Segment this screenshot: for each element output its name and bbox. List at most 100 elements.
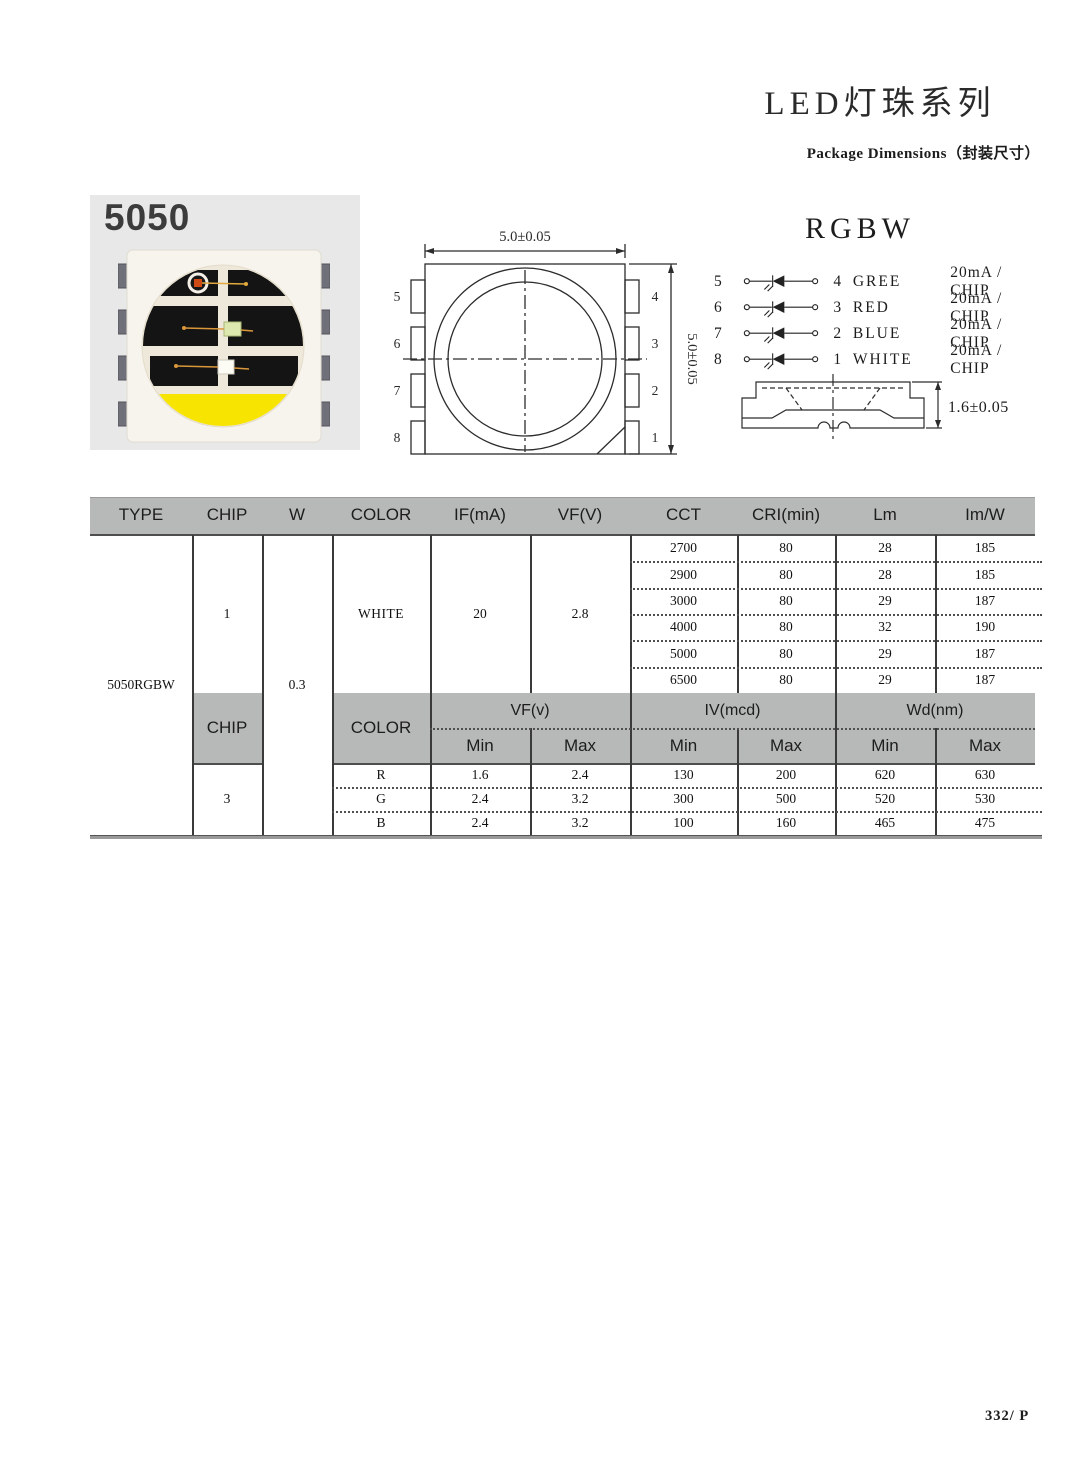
pinout-row: 6 3 RED 20mA / CHIP: [714, 290, 1044, 325]
led-photo: [118, 249, 330, 443]
pin-number: 8: [394, 430, 401, 445]
grid-line: [332, 535, 334, 835]
dim-width-label: 5.0±0.05: [499, 229, 550, 245]
lm-value: 29: [878, 593, 892, 608]
lmw-value: 187: [974, 646, 996, 661]
header-lm: Lm: [873, 505, 897, 524]
page-number: 332/ P: [985, 1408, 1030, 1424]
header-color: COLOR: [350, 505, 412, 524]
pin-number: 1: [652, 430, 659, 445]
page-subtitle: Package Dimensions（封装尺寸）: [806, 146, 1040, 162]
header-if: IF(mA): [454, 505, 506, 524]
white-color-value: WHITE: [358, 606, 404, 621]
lmw-value: 185: [974, 567, 996, 582]
grid-line: [430, 535, 432, 835]
grid-line: [192, 535, 194, 835]
pin-current-label: 20mA / CHIP: [950, 264, 1003, 299]
spec-table: TYPE CHIP W COLOR IF(mA) VF(V) CCT CRI(m…: [90, 497, 1042, 839]
subheader-chip: CHIP: [206, 718, 248, 737]
page-title: LED灯珠系列: [764, 86, 996, 122]
vf-min: 1.6: [471, 767, 489, 782]
cri-value: 80: [779, 567, 793, 582]
cct-value: 2700: [670, 540, 697, 555]
pin-color-label: BLUE: [852, 325, 902, 342]
pin-color-label: WHITE: [852, 351, 913, 368]
lm-value: 29: [878, 672, 892, 687]
grid-line: [835, 535, 837, 835]
header-type: TYPE: [118, 505, 164, 524]
lm-value: 28: [878, 567, 892, 582]
lm-value: 32: [878, 619, 892, 634]
header-cri: CRI(min): [752, 505, 820, 524]
pin-number: 5: [394, 289, 401, 304]
rgb-color: R: [376, 767, 386, 782]
group-vf: VF(v): [510, 702, 550, 719]
lmw-value: 187: [974, 672, 996, 687]
pin-number: 6: [394, 336, 401, 351]
max-label: Max: [563, 736, 597, 755]
dotted-separator: [430, 728, 1035, 730]
wd-min: 520: [874, 791, 896, 806]
cct-value: 3000: [670, 593, 697, 608]
wd-min: 620: [874, 767, 896, 782]
pin-number: 3: [652, 336, 659, 351]
wd-max: 530: [974, 791, 996, 806]
vf-max: 3.2: [571, 815, 589, 830]
header-vf: VF(V): [557, 505, 603, 524]
series-title: RGBW: [805, 212, 915, 245]
white-vf-value: 2.8: [571, 606, 589, 621]
header-chip: CHIP: [206, 505, 248, 524]
pin-current-label: 20mA / CHIP: [950, 316, 1003, 351]
pin-current-label: 20mA / CHIP: [950, 290, 1003, 325]
pin-left: 6: [714, 299, 722, 316]
grid-line: [935, 728, 937, 835]
top-view-drawing: 5.0±0.05 5.0±0.05 5 6 7 8 4 3 2 1: [394, 229, 697, 455]
iv-max: 200: [775, 767, 797, 782]
white-if-value: 20: [473, 606, 487, 621]
wd-max: 475: [974, 815, 996, 830]
led-photo-card: 5050: [90, 195, 360, 450]
iv-min: 130: [673, 767, 694, 782]
dotted-separator: [630, 640, 1042, 642]
table-header-band: [90, 497, 1035, 536]
led-symbol-icon: [744, 301, 819, 318]
min-label: Min: [871, 736, 899, 755]
wd-max: 630: [974, 767, 996, 782]
pinout-row: 5 4 GREE 20mA / CHIP: [714, 264, 1044, 299]
rgb-chip-count: 3: [223, 791, 231, 806]
vf-min: 2.4: [471, 791, 489, 806]
pin-right: 2: [833, 325, 842, 342]
grid-line: [530, 535, 532, 693]
dim-side-label: 5.0±0.05: [684, 333, 697, 384]
pinout-row: 7 2 BLUE 20mA / CHIP: [714, 316, 1044, 351]
white-chip-count: 1: [223, 606, 231, 621]
cri-value: 80: [779, 672, 793, 687]
pin-number: 4: [652, 289, 659, 304]
group-iv: IV(mcd): [704, 702, 761, 719]
led-symbol-icon: [744, 327, 819, 344]
cct-value: 6500: [670, 672, 697, 687]
led-symbol-icon: [744, 353, 819, 370]
led-symbol-icon: [744, 275, 819, 292]
grid-line: [530, 728, 532, 835]
pin-number: 2: [652, 383, 659, 398]
header-w: W: [288, 505, 306, 524]
pin-color-label: RED: [852, 299, 890, 316]
vf-max: 3.2: [571, 791, 589, 806]
min-label: Min: [669, 736, 698, 755]
dotted-separator: [332, 811, 1042, 813]
subheader-color: COLOR: [350, 718, 412, 737]
vf-max: 2.4: [571, 767, 589, 782]
package-label: 5050: [104, 197, 191, 238]
dotted-separator: [332, 787, 1042, 789]
rgb-color: B: [376, 815, 386, 830]
iv-max: 500: [775, 791, 797, 806]
grid-line: [262, 535, 264, 835]
cri-value: 80: [779, 540, 793, 555]
header-cct: CCT: [666, 505, 701, 524]
header-lmw: Im/W: [965, 505, 1005, 524]
cri-value: 80: [779, 619, 793, 634]
rgb-color: G: [376, 791, 386, 806]
lm-value: 28: [878, 540, 892, 555]
pin-current-label: 20mA / CHIP: [950, 342, 1003, 377]
